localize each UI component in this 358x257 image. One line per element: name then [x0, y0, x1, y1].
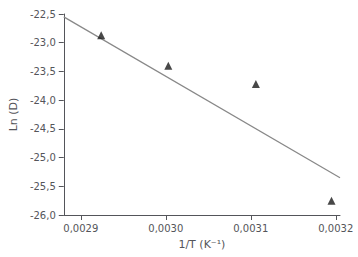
svg-text:-25,5: -25,5 [30, 181, 56, 192]
svg-text:-26,0: -26,0 [30, 210, 56, 221]
svg-text:1/T (K⁻¹): 1/T (K⁻¹) [178, 238, 225, 251]
svg-text:0,0030: 0,0030 [148, 223, 183, 234]
svg-text:-23,0: -23,0 [30, 37, 56, 48]
svg-text:-22,5: -22,5 [30, 9, 56, 20]
svg-text:-24,5: -24,5 [30, 123, 56, 134]
svg-text:-23,5: -23,5 [30, 66, 56, 77]
svg-text:0,0032: 0,0032 [318, 223, 353, 234]
svg-text:0,0029: 0,0029 [63, 223, 98, 234]
svg-text:0,0031: 0,0031 [233, 223, 268, 234]
svg-text:Ln (D): Ln (D) [7, 98, 20, 132]
svg-text:-25,0: -25,0 [30, 152, 56, 163]
svg-text:-24,0: -24,0 [30, 95, 56, 106]
